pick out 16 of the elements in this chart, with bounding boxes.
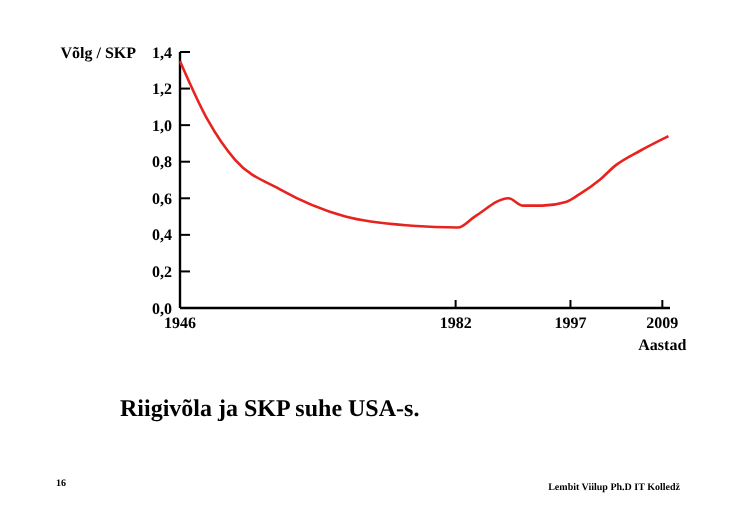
text: Riigivõla ja SKP suhe USA-s. bbox=[120, 394, 420, 422]
y-tick-label: 0,4 bbox=[152, 226, 172, 245]
y-axis-title: Võlg / SKP bbox=[60, 43, 137, 62]
y-tick-label: 0,2 bbox=[152, 263, 172, 282]
line-series bbox=[178, 59, 670, 229]
x-tick-label: 2009 bbox=[646, 314, 679, 332]
x-tick-label: 1946 bbox=[164, 314, 196, 332]
x-axis-title: Aastad bbox=[638, 336, 688, 354]
y-tick-label: 0,6 bbox=[152, 189, 172, 208]
y-tick-label: 0,8 bbox=[152, 153, 172, 172]
y-tick-label: 1,0 bbox=[152, 116, 172, 135]
y-tick-label: 0,0 bbox=[152, 299, 172, 318]
x-tick-label: 1982 bbox=[439, 314, 472, 332]
y-tick-label: 1,2 bbox=[152, 80, 172, 99]
x-tick-label: 1997 bbox=[554, 314, 587, 332]
y-tick-label: 1,4 bbox=[152, 43, 172, 62]
